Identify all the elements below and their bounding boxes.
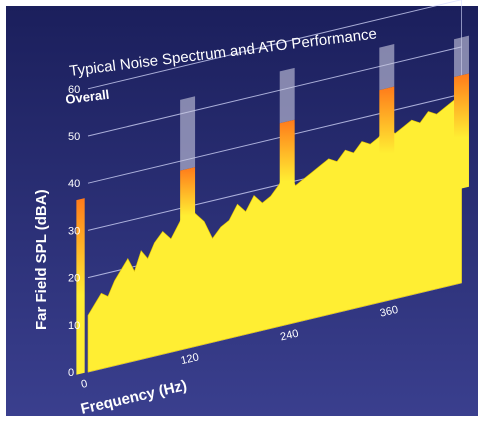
y-tick-label-5: 50	[68, 131, 80, 143]
spectrum-fill	[87, 93, 462, 373]
grid-line-5	[87, 46, 462, 137]
y-tick-label-6: 60	[68, 84, 80, 96]
y-tick-label-4: 40	[68, 178, 80, 190]
tone-peak-2	[379, 86, 395, 209]
x-tick-label-4: 480	[478, 280, 484, 296]
x-tick-label-2: 240	[279, 328, 300, 344]
y-tick-label-0: 0	[68, 367, 74, 379]
y-axis-label: Far Field SPL (dBA)	[33, 189, 50, 330]
tone-peak-1	[279, 119, 295, 232]
tone-peak-0	[180, 167, 196, 256]
overall-bar	[76, 198, 85, 375]
overall-label: Overall	[65, 87, 111, 107]
untreated-tone-1	[279, 67, 295, 124]
x-tick-label-1: 120	[180, 351, 201, 367]
tick-labels: 0 10 20 30 40 50 60 0 120 240 360 480	[68, 84, 484, 391]
x-tick-label-3: 360	[379, 304, 400, 320]
y-tick-label-1: 10	[68, 320, 80, 332]
untreated-tone-2	[379, 44, 395, 91]
grid-line-6	[87, 0, 462, 90]
untreated-tone-bars	[180, 35, 469, 171]
spectrum-area	[76, 73, 469, 375]
x-tick-label-0: 0	[80, 378, 89, 391]
y-tick-label-3: 30	[68, 225, 80, 237]
tone-peak-3	[454, 73, 469, 191]
untreated-tone-3	[454, 35, 469, 78]
grid-line-4	[87, 93, 462, 184]
untreated-tone-0	[180, 96, 196, 171]
y-tick-label-2: 20	[68, 273, 80, 285]
